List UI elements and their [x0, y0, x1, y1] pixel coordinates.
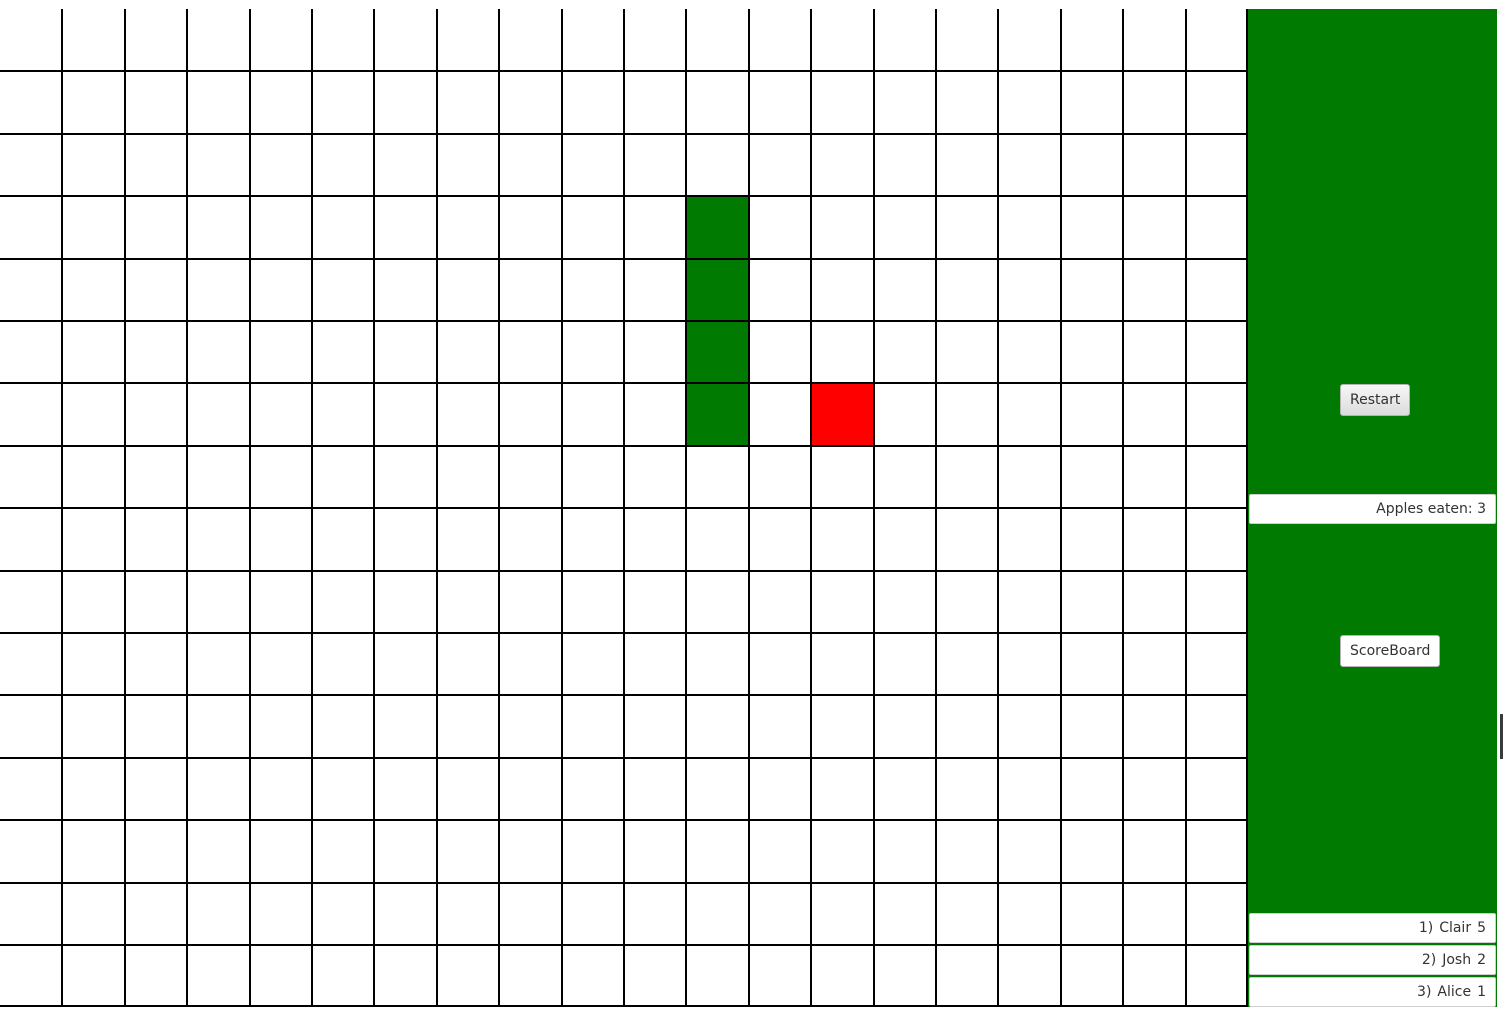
scoreboard-entry: 2) Josh 2	[1249, 945, 1496, 975]
grid-line-horizontal	[0, 819, 1248, 821]
grid-line-horizontal	[0, 258, 1248, 260]
restart-button[interactable]: Restart	[1340, 384, 1411, 416]
apples-eaten-field: Apples eaten: 3	[1249, 494, 1496, 524]
apple	[811, 383, 873, 445]
grid-line-horizontal	[0, 944, 1248, 946]
grid-line-horizontal	[0, 570, 1248, 572]
game-board[interactable]	[0, 9, 1248, 1007]
score-value: 5	[1477, 920, 1486, 936]
window-edge	[1497, 9, 1503, 1007]
score-rank: 3)	[1417, 984, 1432, 1000]
grid-line-horizontal	[0, 70, 1248, 72]
grid-line-horizontal	[0, 632, 1248, 634]
score-rank: 1)	[1418, 920, 1434, 936]
score-rank: 2)	[1421, 952, 1437, 968]
score-player-name: Josh	[1442, 952, 1472, 968]
grid-line-horizontal	[0, 320, 1248, 322]
snake-segment	[686, 196, 748, 258]
grid-line-horizontal	[0, 382, 1248, 384]
score-value: 1	[1477, 984, 1486, 1000]
side-panel: Restart Apples eaten: 3 ScoreBoard 1) Cla…	[1248, 9, 1497, 1007]
grid-line-horizontal	[0, 882, 1248, 884]
snake-segment	[686, 383, 748, 445]
grid-line-horizontal	[0, 133, 1248, 135]
grid-line-horizontal	[0, 694, 1248, 696]
scoreboard-entry: 3) Alice 1	[1249, 977, 1496, 1007]
grid-line-horizontal	[0, 757, 1248, 759]
grid-line-horizontal	[0, 195, 1248, 197]
scoreboard-entry: 1) Clair 5	[1249, 913, 1496, 943]
score-player-name: Clair	[1439, 920, 1472, 936]
score-player-name: Alice	[1437, 984, 1472, 1000]
snake-segment	[686, 321, 748, 383]
grid-line-horizontal	[0, 445, 1248, 447]
snake-segment	[686, 259, 748, 321]
score-value: 2	[1477, 952, 1486, 968]
grid-line-horizontal	[0, 507, 1248, 509]
scrollbar-thumb[interactable]	[1500, 714, 1503, 759]
scoreboard-button[interactable]: ScoreBoard	[1340, 635, 1441, 667]
grid-line-horizontal	[0, 1005, 1248, 1007]
